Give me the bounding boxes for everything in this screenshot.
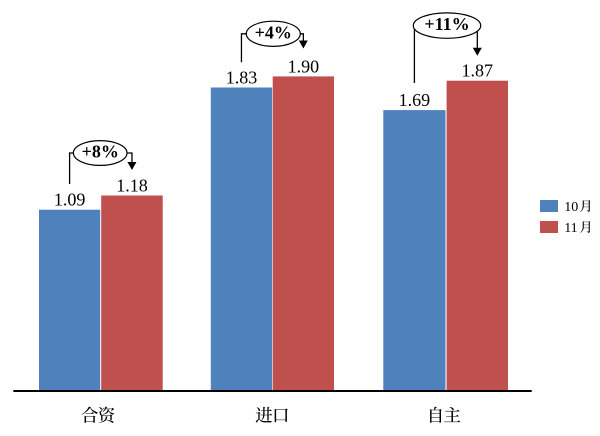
svg-text:11: 11 <box>564 221 577 236</box>
svg-text:+4%: +4% <box>255 22 292 42</box>
svg-text:1.18: 1.18 <box>116 176 148 196</box>
svg-text:+11%: +11% <box>424 14 469 34</box>
svg-text:1.69: 1.69 <box>399 90 431 110</box>
svg-text:10: 10 <box>564 200 578 215</box>
svg-text:1.87: 1.87 <box>462 61 494 81</box>
svg-text:1.09: 1.09 <box>54 190 86 210</box>
svg-text:1.90: 1.90 <box>288 56 320 76</box>
svg-text:+8%: +8% <box>82 142 119 162</box>
svg-text:1.83: 1.83 <box>226 68 258 88</box>
